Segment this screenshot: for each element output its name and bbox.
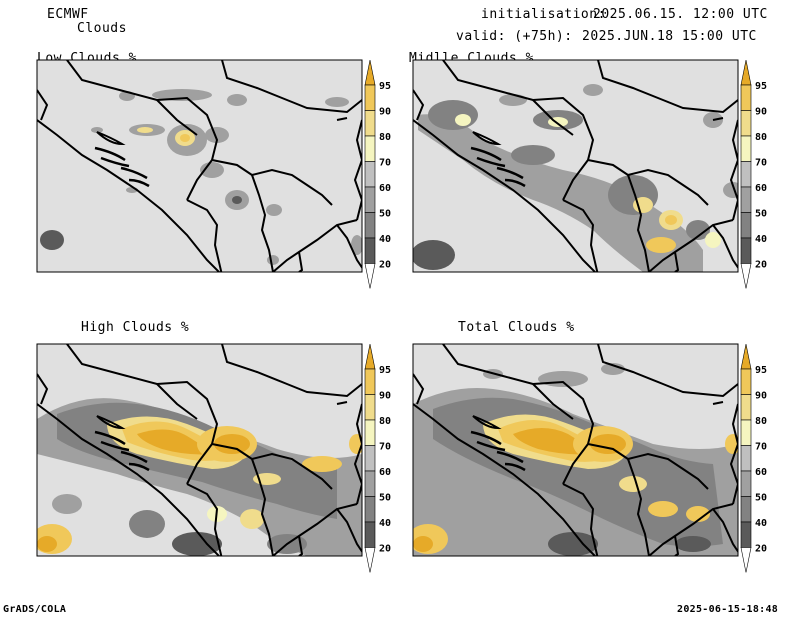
colorbar-tick-label: 90 bbox=[755, 391, 767, 402]
init-value: 2025.06.15. 12:00 UTC bbox=[593, 7, 768, 22]
colorbar-tick-label: 95 bbox=[755, 365, 767, 376]
footer-credit: GrADS/COLA bbox=[3, 604, 67, 615]
colorbar-segment bbox=[740, 394, 752, 421]
colorbar-tick-label: 70 bbox=[755, 158, 767, 169]
colorbar-tick-label: 50 bbox=[379, 209, 391, 220]
colorbar-segment bbox=[364, 186, 376, 213]
colorbar-segment bbox=[364, 237, 376, 264]
colorbar-tick-label: 20 bbox=[379, 260, 391, 271]
colorbar-segment bbox=[740, 186, 752, 213]
colorbar-tick-label: 80 bbox=[379, 132, 391, 143]
colorbar-tick-label: 95 bbox=[755, 81, 767, 92]
colorbar-tick-label: 60 bbox=[755, 467, 767, 478]
colorbar-segment bbox=[364, 521, 376, 548]
colorbar-segment bbox=[740, 419, 752, 446]
colorbar-tick-label: 50 bbox=[755, 493, 767, 504]
valid-label: valid: (+75h): bbox=[456, 29, 573, 44]
colorbar-low: 95 90 80 70 60 50 40 20 bbox=[364, 59, 391, 289]
colorbar-segment bbox=[740, 237, 752, 264]
colorbar-top-arrow bbox=[364, 59, 376, 86]
colorbar-segment bbox=[740, 445, 752, 472]
colorbar-segment bbox=[740, 368, 752, 395]
colorbar-tick-label: 60 bbox=[379, 183, 391, 194]
colorbar-tick-label: 90 bbox=[379, 107, 391, 118]
colorbar-tick-label: 70 bbox=[379, 442, 391, 453]
colorbar-tick-label: 60 bbox=[379, 467, 391, 478]
colorbar-top-arrow bbox=[364, 343, 376, 370]
panel-title-total: Total Clouds % bbox=[458, 320, 575, 335]
colorbar-tick-label: 50 bbox=[755, 209, 767, 220]
colorbar-segment bbox=[364, 84, 376, 111]
colorbar-segment bbox=[364, 496, 376, 523]
colorbar-bottom-arrow bbox=[740, 263, 752, 289]
colorbar-tick-label: 95 bbox=[379, 365, 391, 376]
init-label: initialisation: bbox=[481, 7, 606, 22]
colorbar-segment bbox=[364, 445, 376, 472]
colorbar-tick-label: 40 bbox=[755, 234, 767, 245]
colorbar-tick-label: 80 bbox=[379, 416, 391, 427]
colorbar-tick-label: 40 bbox=[379, 518, 391, 529]
colorbar-segment bbox=[740, 521, 752, 548]
colorbar-segment bbox=[364, 419, 376, 446]
colorbar-segment bbox=[740, 496, 752, 523]
colorbar-top-arrow bbox=[740, 59, 752, 86]
colorbar-segment bbox=[364, 110, 376, 137]
colorbar-bottom-arrow bbox=[364, 263, 376, 289]
colorbar-segment bbox=[364, 135, 376, 162]
colorbar-tick-label: 20 bbox=[755, 260, 767, 271]
colorbar-high: 95 90 80 70 60 50 40 20 bbox=[364, 343, 391, 573]
colorbar-tick-label: 90 bbox=[755, 107, 767, 118]
colorbar-tick-label: 70 bbox=[755, 442, 767, 453]
colorbar-tick-label: 60 bbox=[755, 183, 767, 194]
colorbar-bottom-arrow bbox=[364, 547, 376, 573]
colorbar-tick-label: 20 bbox=[379, 544, 391, 555]
colorbar-segment bbox=[740, 135, 752, 162]
colorbar-segment bbox=[740, 110, 752, 137]
colorbar-tick-label: 80 bbox=[755, 132, 767, 143]
colorbar-segment bbox=[364, 394, 376, 421]
product-name: Clouds bbox=[77, 21, 127, 36]
colorbar-middle: 95 90 80 70 60 50 40 20 bbox=[740, 59, 767, 289]
colorbar-segment bbox=[740, 212, 752, 239]
colorbar-segment bbox=[364, 161, 376, 188]
colorbar-segment bbox=[740, 84, 752, 111]
map-panel-middle bbox=[412, 59, 739, 273]
colorbar-bottom-arrow bbox=[740, 547, 752, 573]
colorbar-tick-label: 80 bbox=[755, 416, 767, 427]
panel-title-high: High Clouds % bbox=[81, 320, 190, 335]
map-panel-low bbox=[36, 59, 363, 273]
colorbar-segment bbox=[364, 212, 376, 239]
colorbar-segment bbox=[364, 470, 376, 497]
colorbar-segment bbox=[364, 368, 376, 395]
map-panel-high bbox=[36, 343, 363, 557]
colorbar-tick-label: 70 bbox=[379, 158, 391, 169]
colorbar-segment bbox=[740, 161, 752, 188]
map-panel-total bbox=[412, 343, 739, 557]
colorbar-tick-label: 50 bbox=[379, 493, 391, 504]
colorbar-tick-label: 90 bbox=[379, 391, 391, 402]
model-name: ECMWF bbox=[47, 7, 89, 22]
colorbar-total: 95 90 80 70 60 50 40 20 bbox=[740, 343, 767, 573]
colorbar-tick-label: 40 bbox=[379, 234, 391, 245]
valid-value: 2025.JUN.18 15:00 UTC bbox=[582, 29, 757, 44]
colorbar-tick-label: 40 bbox=[755, 518, 767, 529]
footer-timestamp: 2025-06-15-18:48 bbox=[677, 604, 779, 615]
colorbar-tick-label: 95 bbox=[379, 81, 391, 92]
colorbar-tick-label: 20 bbox=[755, 544, 767, 555]
colorbar-segment bbox=[740, 470, 752, 497]
colorbar-top-arrow bbox=[740, 343, 752, 370]
